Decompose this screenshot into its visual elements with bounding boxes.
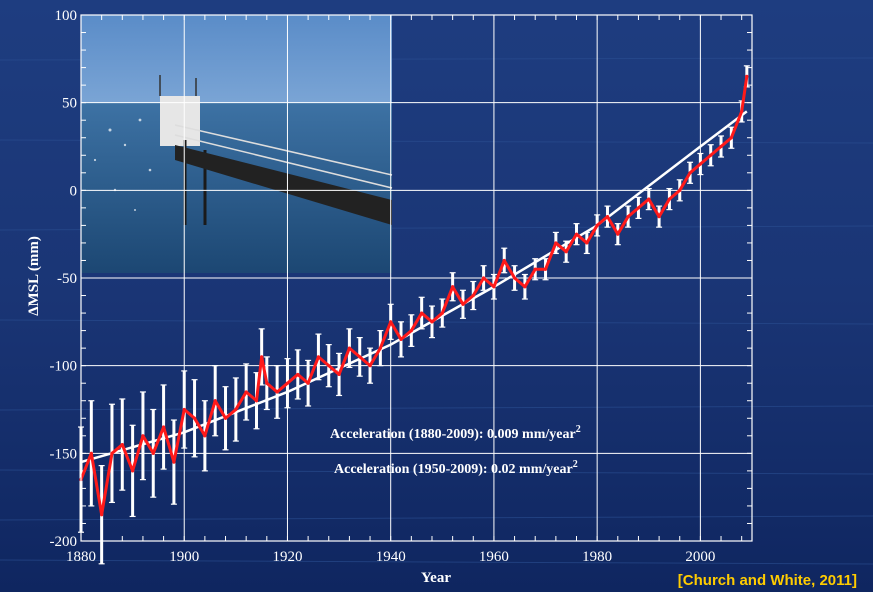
msl-point bbox=[729, 136, 733, 140]
msl-point bbox=[275, 390, 279, 394]
y-axis-title: ΔMSL (mm) bbox=[26, 236, 42, 316]
annotation-1880: Acceleration (1880-2009): 0.009 mm/year2 bbox=[330, 424, 581, 442]
msl-point bbox=[110, 451, 114, 455]
msl-point bbox=[574, 232, 579, 236]
y-tick-label: -100 bbox=[50, 359, 78, 375]
msl-point bbox=[306, 381, 310, 385]
msl-point bbox=[440, 311, 444, 315]
x-tick-label: 2000 bbox=[685, 549, 715, 565]
x-tick-label: 1960 bbox=[479, 549, 509, 565]
msl-point bbox=[626, 215, 630, 219]
msl-point bbox=[316, 355, 321, 359]
msl-point bbox=[605, 215, 610, 219]
msl-point bbox=[265, 381, 269, 385]
y-tick-label: 50 bbox=[62, 96, 77, 112]
msl-point bbox=[151, 451, 155, 455]
msl-point bbox=[100, 513, 104, 517]
msl-point bbox=[296, 372, 300, 377]
tick-labels: 1880 1900 1920 1940 1960 1980 2000 100 50 0 -50 -10… bbox=[50, 8, 716, 565]
msl-point bbox=[368, 364, 372, 368]
msl-point bbox=[337, 372, 341, 377]
y-tick-label: 100 bbox=[55, 8, 78, 24]
msl-point bbox=[409, 329, 413, 333]
plot-frame bbox=[80, 14, 753, 542]
msl-point bbox=[709, 153, 713, 157]
x-tick-label: 1940 bbox=[376, 549, 406, 565]
msl-point bbox=[327, 364, 331, 368]
series-lines bbox=[79, 74, 749, 517]
msl-point bbox=[719, 144, 723, 149]
msl-point bbox=[161, 425, 166, 429]
msl-point bbox=[657, 215, 661, 219]
msl-point bbox=[347, 346, 351, 350]
msl-point bbox=[585, 241, 589, 245]
msl-point bbox=[554, 241, 558, 245]
msl-point bbox=[698, 162, 702, 166]
msl-point bbox=[636, 206, 641, 210]
fit-line bbox=[80, 110, 748, 464]
msl-point bbox=[647, 197, 651, 201]
msl-point bbox=[260, 355, 264, 359]
msl-point bbox=[420, 311, 424, 315]
msl-point bbox=[533, 267, 537, 271]
msl-point bbox=[461, 302, 465, 306]
msl-point bbox=[182, 407, 186, 412]
msl-point bbox=[543, 267, 548, 271]
msl-point bbox=[378, 346, 382, 350]
y-tick-label: -50 bbox=[57, 271, 77, 287]
msl-point bbox=[492, 285, 496, 289]
msl-point bbox=[523, 285, 527, 289]
msl-point bbox=[358, 355, 362, 359]
inset-photo bbox=[81, 15, 393, 273]
msl-point bbox=[451, 285, 455, 289]
msl-point bbox=[389, 320, 393, 324]
msl-point bbox=[482, 276, 486, 280]
msl-point bbox=[616, 232, 620, 236]
x-tick-label: 1900 bbox=[169, 549, 199, 565]
msl-point bbox=[141, 434, 145, 438]
x-tick-label: 1920 bbox=[272, 549, 302, 565]
citation: [Church and White, 2011] bbox=[678, 572, 857, 589]
msl-point bbox=[745, 74, 749, 78]
msl-point bbox=[285, 381, 290, 385]
msl-point bbox=[120, 442, 124, 447]
x-tick-label: 1880 bbox=[66, 549, 96, 565]
msl-point bbox=[192, 416, 197, 420]
msl-point bbox=[203, 434, 207, 438]
msl-point bbox=[688, 171, 692, 175]
msl-point bbox=[254, 399, 259, 403]
y-tick-label: -200 bbox=[50, 534, 78, 550]
msl-point bbox=[678, 188, 682, 192]
msl-point bbox=[512, 276, 517, 280]
msl-point bbox=[131, 469, 135, 473]
msl-point bbox=[244, 390, 248, 394]
msl-point bbox=[234, 407, 238, 412]
msl-point bbox=[89, 451, 93, 455]
y-tick-label: 0 bbox=[70, 183, 78, 199]
msl-point bbox=[471, 293, 475, 298]
msl-point bbox=[399, 337, 403, 341]
msl-point bbox=[595, 223, 599, 227]
x-tick-label: 1980 bbox=[582, 549, 612, 565]
msl-point bbox=[564, 250, 568, 254]
msl-point bbox=[223, 416, 228, 420]
msl-point bbox=[213, 399, 217, 403]
x-axis-title: Year bbox=[421, 570, 451, 586]
msl-point bbox=[430, 320, 434, 324]
annotation-1950: Acceleration (1950-2009): 0.02 mm/year2 bbox=[334, 459, 578, 477]
msl-point bbox=[172, 460, 176, 464]
msl-point bbox=[502, 258, 506, 263]
y-tick-label: -150 bbox=[50, 446, 78, 462]
msl-point bbox=[740, 109, 744, 114]
msl-point bbox=[667, 197, 672, 201]
